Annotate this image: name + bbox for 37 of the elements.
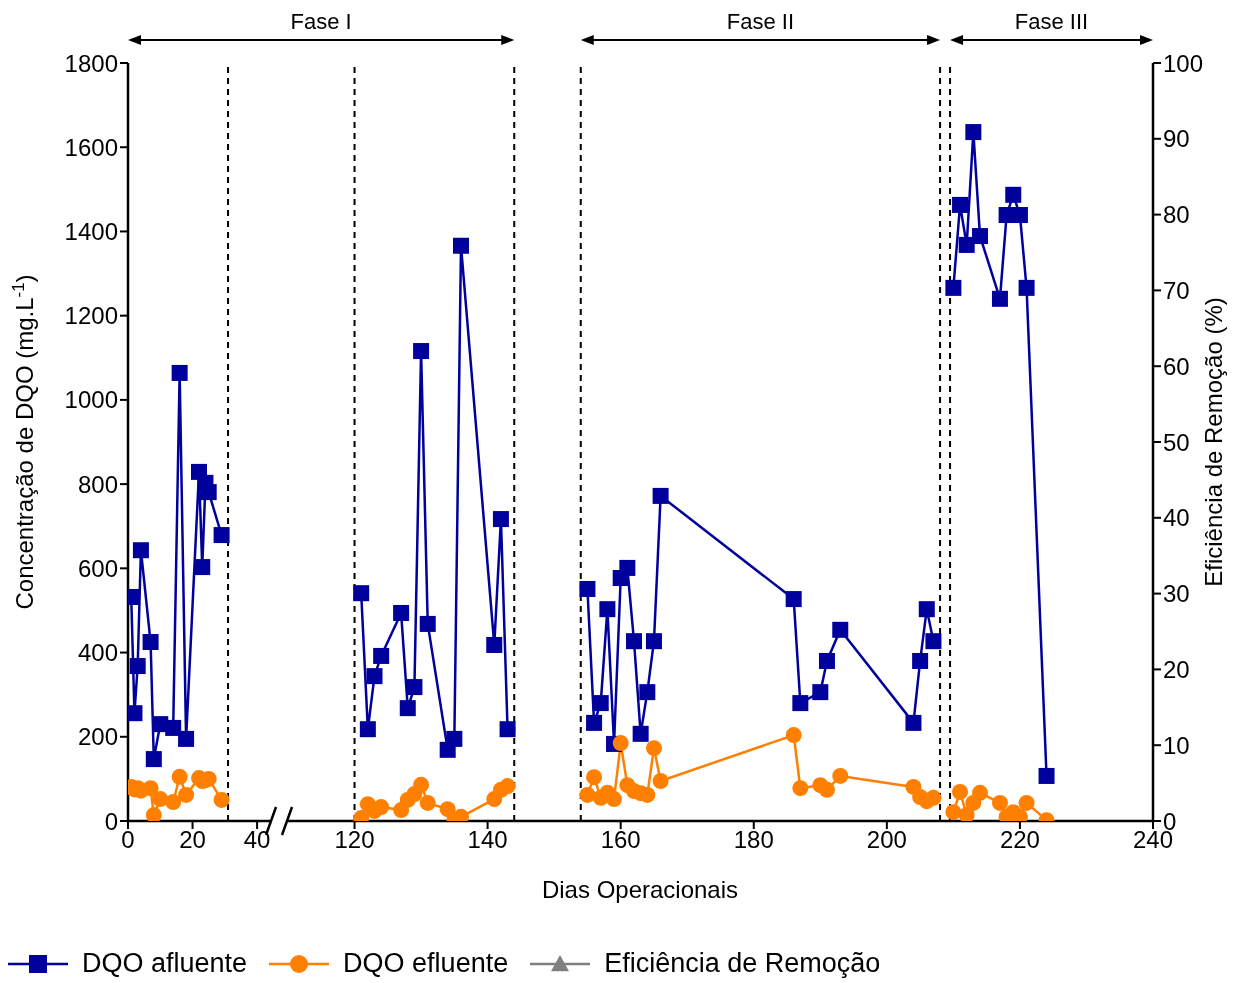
x-tick-label: 180: [733, 826, 774, 854]
text: Fase III: [1014, 9, 1089, 34]
x-tick-label: 200: [866, 826, 907, 854]
y2-tick-label: 50: [1163, 428, 1190, 456]
y-tick-label: 1400: [64, 217, 118, 245]
x-axis-title: Dias Operacionais: [541, 876, 739, 903]
y-tick-label: 200: [77, 723, 118, 751]
y2-tick-label: 80: [1163, 201, 1190, 229]
text: Fase I: [290, 9, 352, 34]
y2-tick-label: 60: [1163, 352, 1190, 380]
text: Fase II: [726, 9, 795, 34]
y2-tick-label: 90: [1163, 125, 1190, 153]
y-tick-label: 1600: [64, 133, 118, 161]
legend-label: Eficiência de Remoção: [604, 948, 881, 979]
x-tick-label: 40: [243, 826, 271, 854]
y2-tick-label: 30: [1163, 580, 1190, 608]
x-tick-label: 140: [467, 826, 508, 854]
legend-label: DQO afluente: [82, 948, 248, 979]
y-tick-label: 400: [77, 639, 118, 667]
y2-tick-label: 10: [1163, 731, 1190, 759]
y2-tick-label: 100: [1163, 49, 1204, 77]
y-tick-label: 0: [104, 807, 118, 835]
y2-tick-label: 70: [1163, 276, 1190, 304]
y-tick-label: 1000: [64, 386, 118, 414]
x-tick-label: 0: [121, 826, 135, 854]
y-tick-label: 600: [77, 554, 118, 582]
x-tick-label: 160: [600, 826, 641, 854]
y-tick-label: 800: [77, 470, 118, 498]
y2-axis-title: Eficiência de Remoção (%): [1200, 297, 1227, 587]
x-tick-label: 120: [334, 826, 375, 854]
y-tick-label: 1800: [64, 49, 118, 77]
y2-tick-label: 20: [1163, 655, 1190, 683]
x-tick-label: 220: [999, 826, 1040, 854]
y2-tick-label: 40: [1163, 504, 1190, 532]
y-tick-label: 1200: [64, 302, 118, 330]
x-tick-label: 20: [179, 826, 206, 854]
legend-label: DQO efluente: [343, 948, 509, 979]
